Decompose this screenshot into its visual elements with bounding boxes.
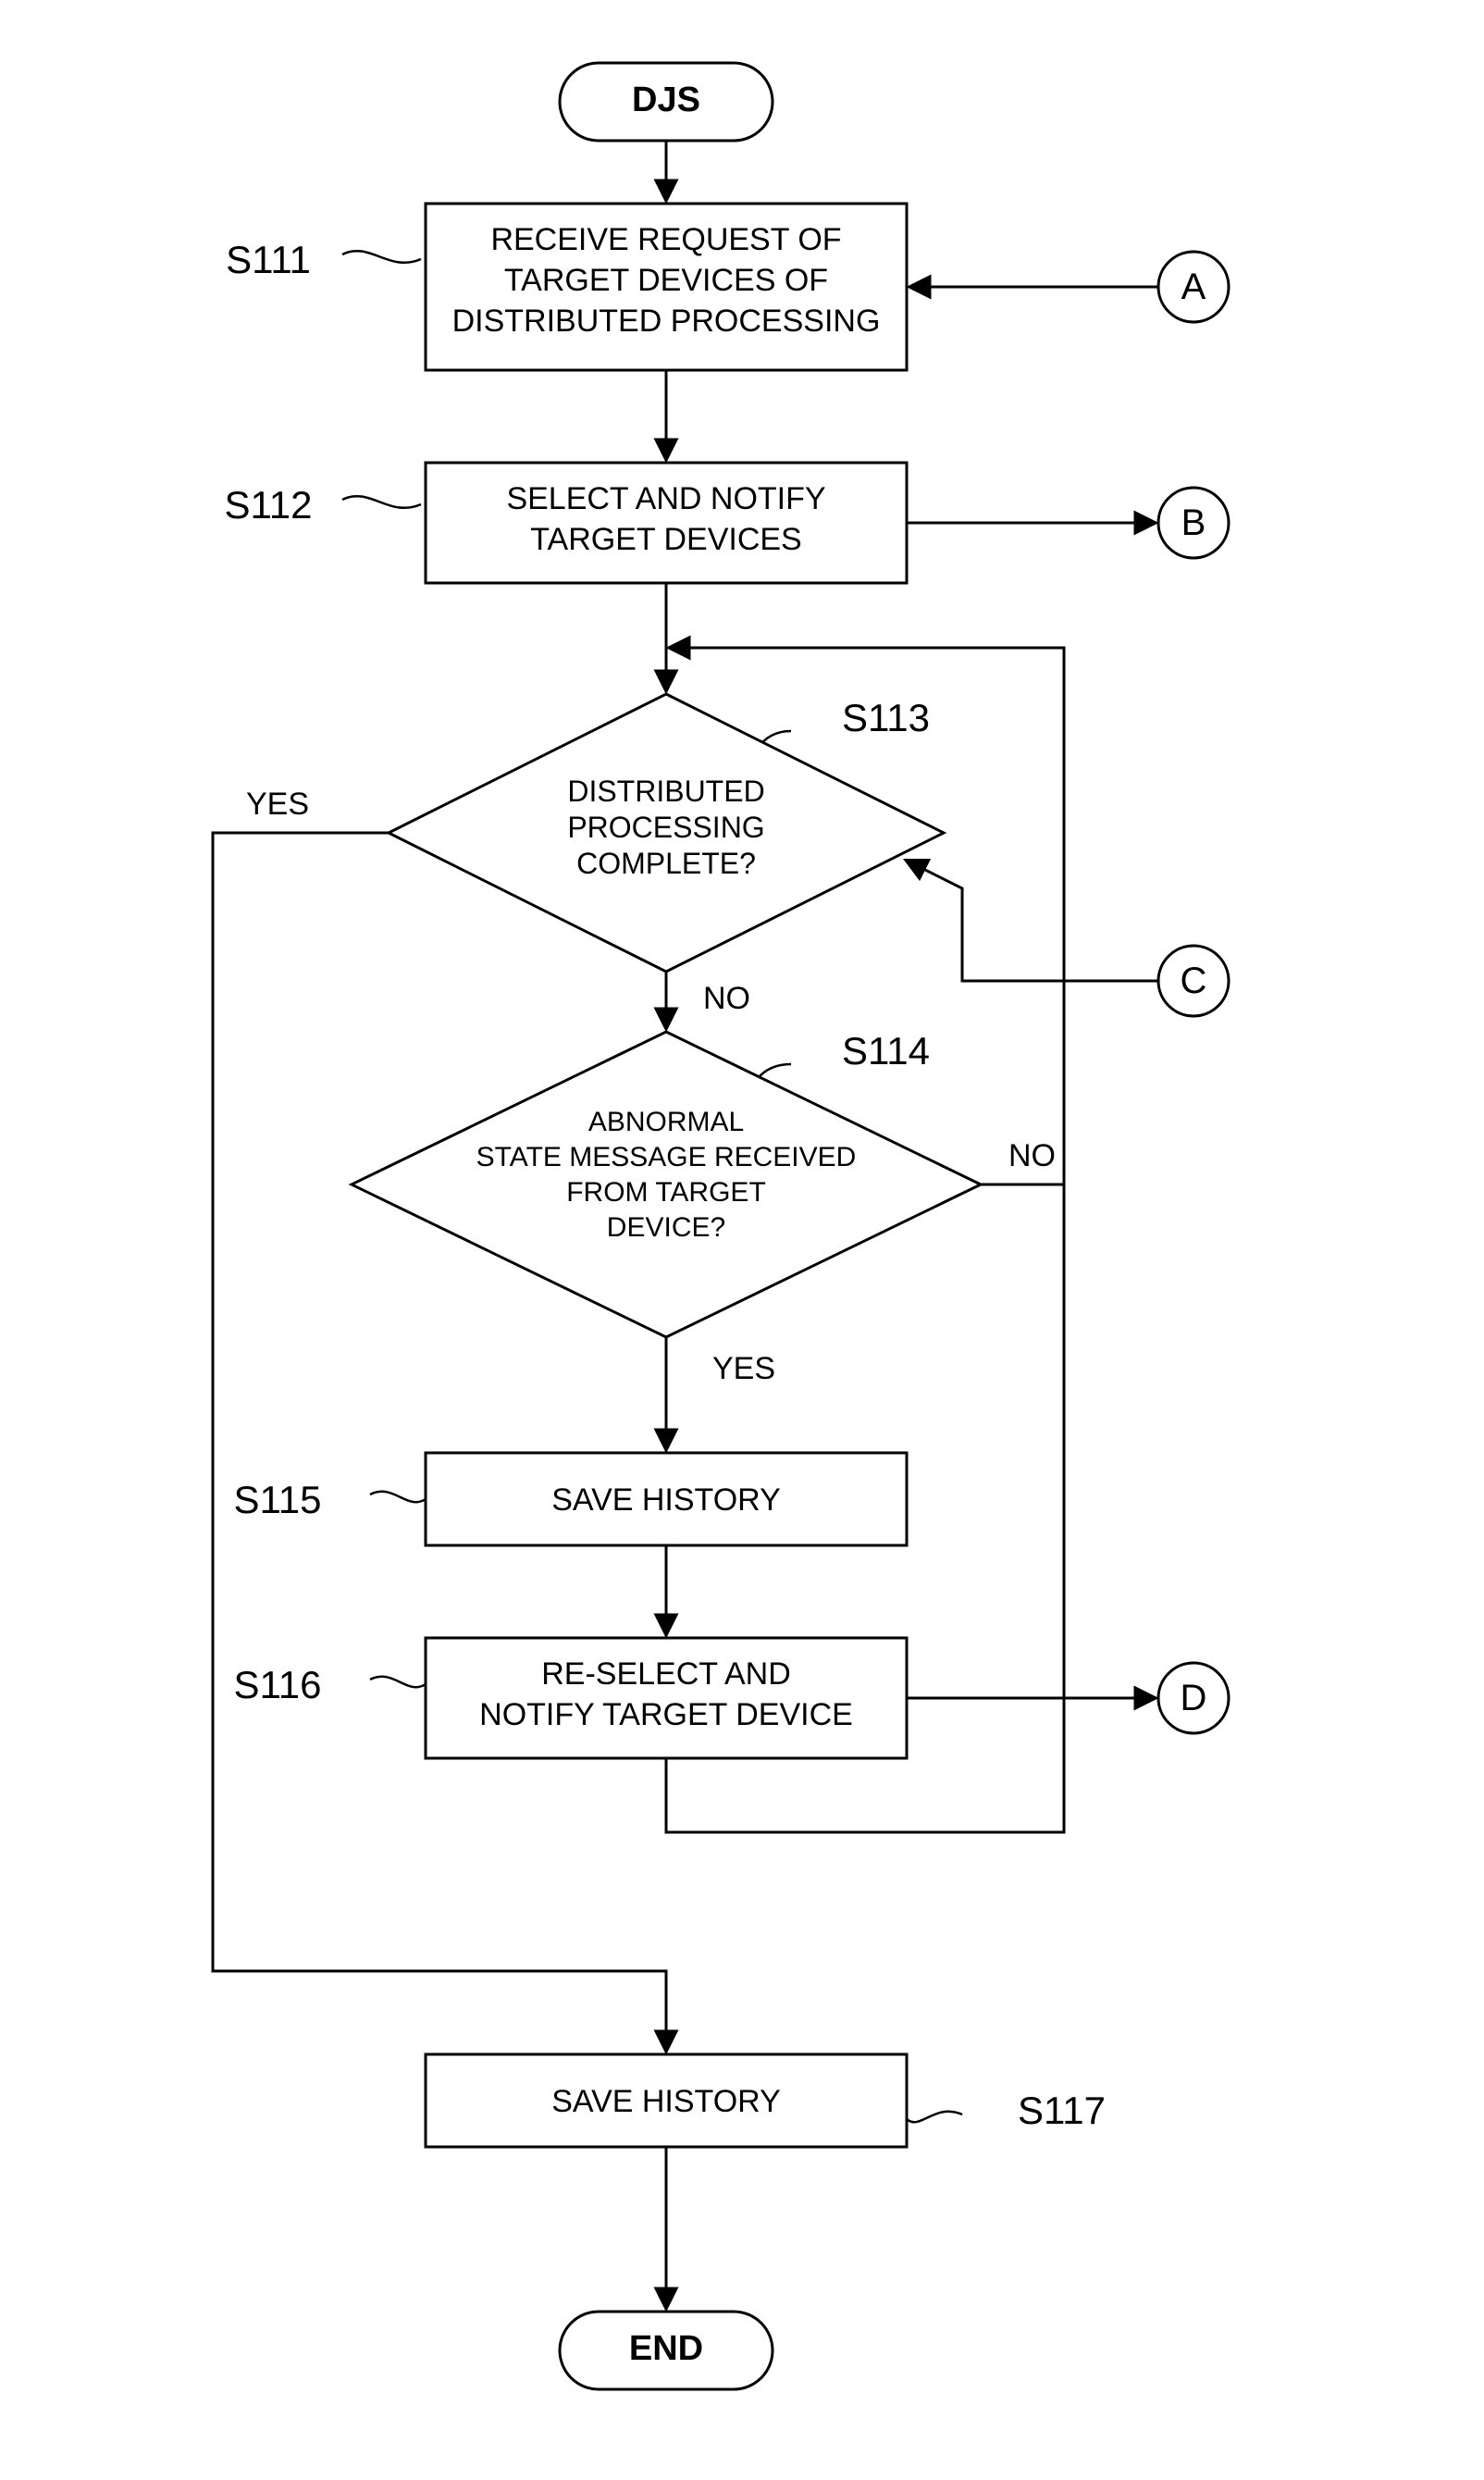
step-s114-line3: FROM TARGET (566, 1177, 766, 1208)
branch-s114-yes: YES (712, 1351, 775, 1386)
step-s114: ABNORMAL STATE MESSAGE RECEIVED FROM TAR… (352, 1032, 981, 1337)
step-s116-line2: NOTIFY TARGET DEVICE (479, 1697, 853, 1732)
step-s115-id: S115 (234, 1478, 322, 1521)
step-s112-id: S112 (225, 483, 313, 527)
step-s117-line1: SAVE HISTORY (551, 2084, 781, 2119)
step-s112-line1: SELECT AND NOTIFY (506, 481, 825, 516)
leader-s117 (907, 2112, 962, 2123)
terminator-start-label: DJS (632, 81, 700, 119)
step-s117-id: S117 (1018, 2089, 1106, 2132)
step-s111-line1: RECEIVE REQUEST OF (490, 222, 841, 257)
edge-s113-yes (213, 833, 666, 2051)
step-s112: SELECT AND NOTIFY TARGET DEVICES (426, 463, 907, 583)
step-s111-id: S111 (226, 238, 311, 281)
step-s116: RE-SELECT AND NOTIFY TARGET DEVICE (426, 1638, 907, 1758)
step-s116-id: S116 (234, 1663, 322, 1706)
connector-D: D (1158, 1663, 1229, 1733)
step-s111-line3: DISTRIBUTED PROCESSING (452, 304, 881, 339)
step-s113-id: S113 (842, 696, 930, 739)
step-s113-line3: COMPLETE? (576, 847, 756, 880)
step-s113-line1: DISTRIBUTED (567, 775, 764, 808)
step-s117: SAVE HISTORY (426, 2054, 907, 2147)
step-s114-line1: ABNORMAL (588, 1107, 744, 1137)
branch-s113-no: NO (703, 981, 750, 1016)
branch-s114-no: NO (1008, 1138, 1056, 1173)
step-s114-line2: STATE MESSAGE RECEIVED (476, 1142, 857, 1172)
leader-s116 (370, 1677, 426, 1688)
branch-s113-yes: YES (246, 787, 309, 822)
leader-s115 (370, 1492, 426, 1503)
step-s115-line1: SAVE HISTORY (551, 1482, 781, 1518)
edge-connC-s113 (907, 861, 1158, 981)
connector-C-label: C (1181, 961, 1207, 1001)
terminator-end-label: END (629, 2329, 703, 2368)
terminator-end: END (560, 2312, 773, 2389)
flowchart-diagram: DJS RECEIVE REQUEST OF TARGET DEVICES OF… (0, 0, 1484, 2480)
leader-s111 (342, 251, 421, 263)
step-s112-line2: TARGET DEVICES (530, 522, 801, 557)
leader-s112 (342, 496, 421, 508)
connector-A-label: A (1181, 267, 1206, 307)
step-s115: SAVE HISTORY (426, 1453, 907, 1545)
connector-A: A (1158, 252, 1229, 322)
step-s111: RECEIVE REQUEST OF TARGET DEVICES OF DIS… (426, 204, 907, 370)
step-s114-id: S114 (842, 1029, 930, 1073)
connector-B-label: B (1181, 502, 1206, 543)
connector-D-label: D (1181, 1678, 1207, 1718)
terminator-start: DJS (560, 63, 773, 141)
connector-B: B (1158, 488, 1229, 558)
step-s114-line4: DEVICE? (607, 1212, 725, 1243)
connector-C: C (1158, 946, 1229, 1016)
step-s113-line2: PROCESSING (567, 811, 764, 844)
step-s116-line1: RE-SELECT AND (541, 1656, 791, 1692)
step-s111-line2: TARGET DEVICES OF (504, 263, 828, 298)
